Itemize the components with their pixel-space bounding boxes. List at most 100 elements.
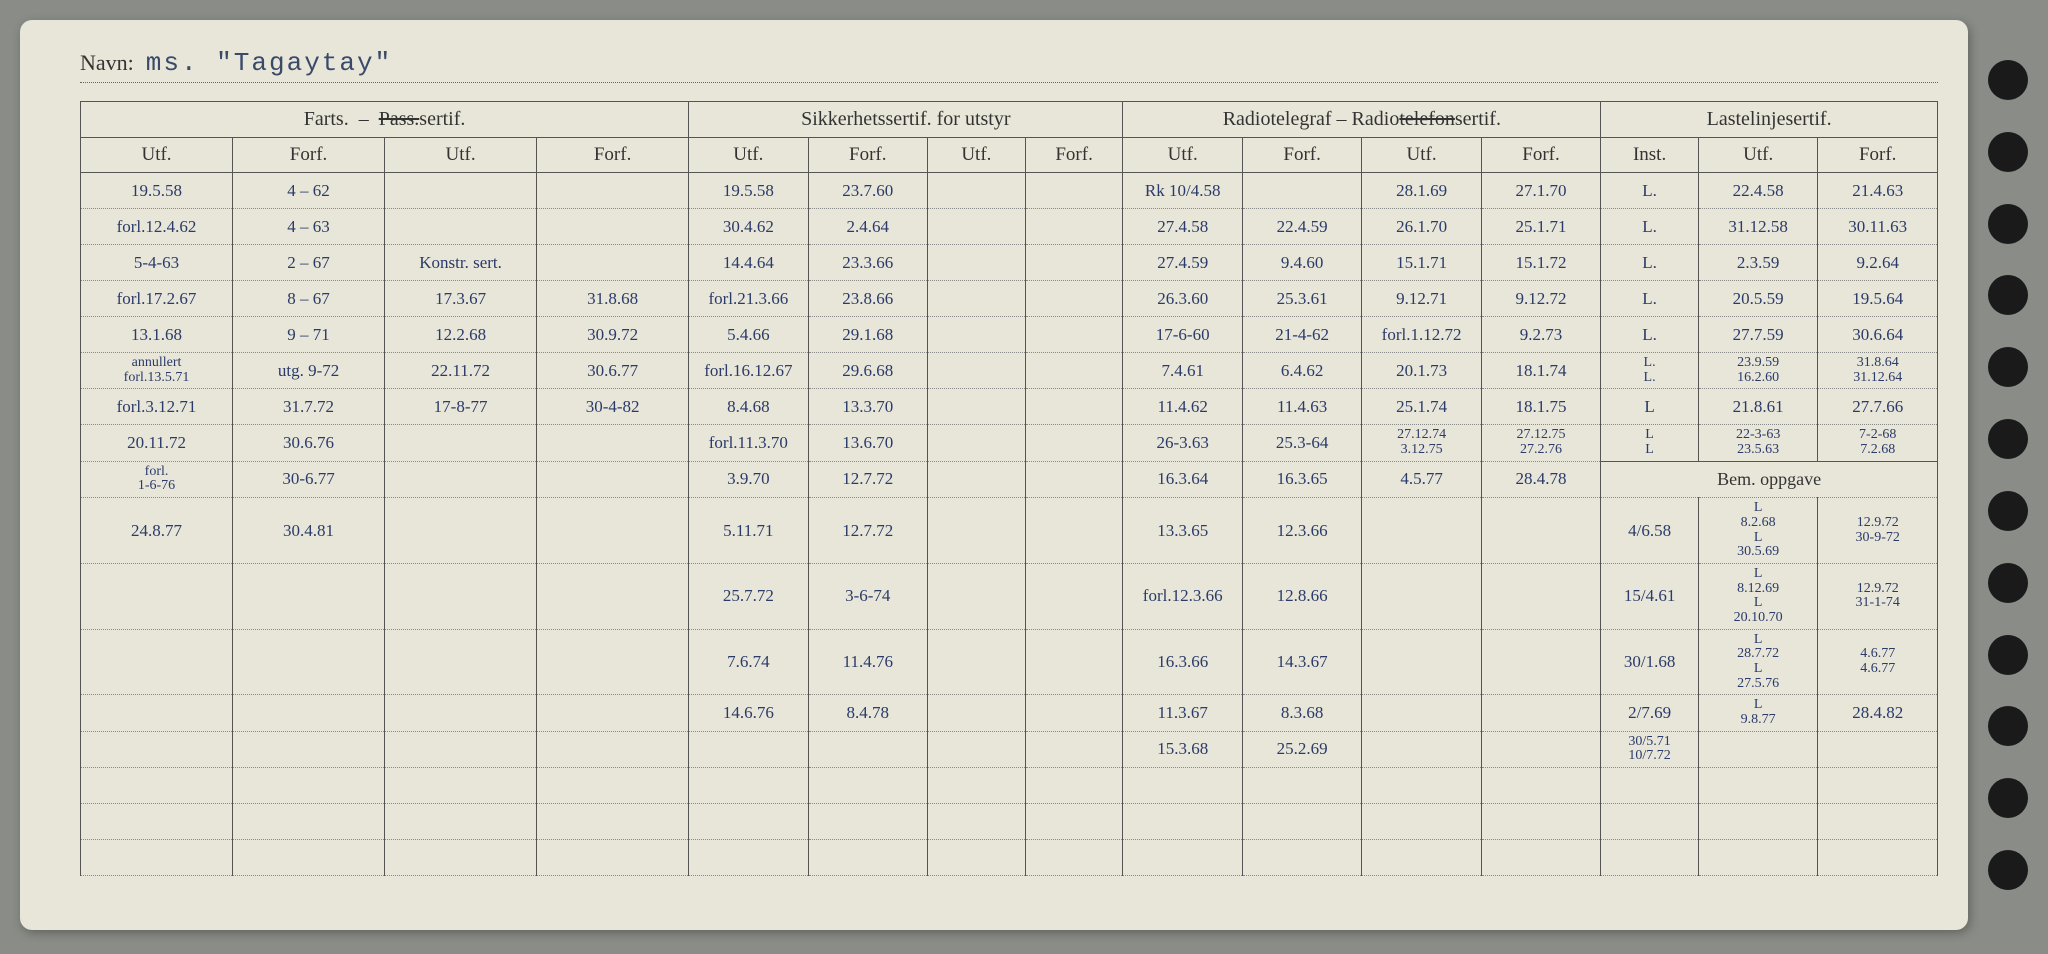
cell: 11.4.62 [1123, 389, 1242, 425]
hole-icon [1988, 347, 2028, 387]
cell [385, 209, 537, 245]
cell: 3.9.70 [689, 461, 808, 497]
cell: 19.5.58 [81, 173, 233, 209]
col-inst: Inst. [1601, 138, 1699, 173]
table-row: 25.7.723-6-74forl.12.3.6612.8.6615/4.61L… [81, 563, 1938, 629]
cell: 19.5.58 [689, 173, 808, 209]
cell: 4 – 62 [233, 173, 385, 209]
cell: 21.4.63 [1818, 173, 1938, 209]
cell [1362, 498, 1481, 564]
cell [1242, 804, 1361, 840]
record-card: Navn: ms. "Tagaytay" Farts. – Pass.serti… [20, 20, 1968, 930]
cell: 2.3.59 [1698, 245, 1817, 281]
cell: 23.3.66 [808, 245, 927, 281]
cell: 9.12.71 [1362, 281, 1481, 317]
table-row: 7.6.7411.4.7616.3.6614.3.6730/1.68L28.7.… [81, 629, 1938, 695]
col-utf: Utf. [385, 138, 537, 173]
cell: 7.6.74 [689, 629, 808, 695]
cell: 7-2-687.2.68 [1818, 425, 1938, 461]
cell: forl.21.3.66 [689, 281, 808, 317]
cell: 24.8.77 [81, 498, 233, 564]
cell [1025, 245, 1123, 281]
cell [233, 768, 385, 804]
cell: 17.3.67 [385, 281, 537, 317]
cell: 5.4.66 [689, 317, 808, 353]
cell: 8.3.68 [1242, 695, 1361, 731]
cell [1818, 840, 1938, 876]
cell [1481, 498, 1600, 564]
cell: 13.1.68 [81, 317, 233, 353]
hole-icon [1988, 275, 2028, 315]
cell: 30.6.64 [1818, 317, 1938, 353]
cell: 19.5.64 [1818, 281, 1938, 317]
cell [1481, 731, 1600, 767]
hole-icon [1988, 635, 2028, 675]
cell [689, 804, 808, 840]
cell [928, 425, 1026, 461]
cell: 8 – 67 [233, 281, 385, 317]
cell: forl.1-6-76 [81, 461, 233, 497]
col-utf: Utf. [81, 138, 233, 173]
cell [1601, 840, 1699, 876]
cell: 30/1.68 [1601, 629, 1699, 695]
cell: L. [1601, 245, 1699, 281]
cell: 12.8.66 [1242, 563, 1361, 629]
cell: 16.3.65 [1242, 461, 1361, 497]
cell: 30.4.62 [689, 209, 808, 245]
cell [233, 840, 385, 876]
cell: 9 – 71 [233, 317, 385, 353]
section-sikkerhet: Sikkerhetssertif. for utstyr [689, 102, 1123, 138]
cell: 28.4.78 [1481, 461, 1600, 497]
cell: 16.3.66 [1123, 629, 1242, 695]
cell [537, 498, 689, 564]
cell [1481, 804, 1600, 840]
cell: 12.9.7231-1-74 [1818, 563, 1938, 629]
cell: utg. 9-72 [233, 353, 385, 389]
cell: 25.1.74 [1362, 389, 1481, 425]
cell [385, 804, 537, 840]
section-farts: Farts. – Pass.sertif. [81, 102, 689, 138]
cell [808, 731, 927, 767]
cell [928, 695, 1026, 731]
cell [1481, 563, 1600, 629]
cell: 9.2.64 [1818, 245, 1938, 281]
cell [537, 173, 689, 209]
cell: forl.12.3.66 [1123, 563, 1242, 629]
cell [928, 804, 1026, 840]
cell: L [1601, 389, 1699, 425]
table-row: forl.12.4.624 – 6330.4.622.4.6427.4.5822… [81, 209, 1938, 245]
cell: 25.7.72 [689, 563, 808, 629]
cell: 27.1.70 [1481, 173, 1600, 209]
cell [385, 461, 537, 497]
cell: 20.5.59 [1698, 281, 1817, 317]
cell: 17-8-77 [385, 389, 537, 425]
cell: 4 – 63 [233, 209, 385, 245]
cell [1025, 317, 1123, 353]
cell [689, 768, 808, 804]
cell [1601, 804, 1699, 840]
cell: 6.4.62 [1242, 353, 1361, 389]
cell [1242, 768, 1361, 804]
cell: 27.7.59 [1698, 317, 1817, 353]
cell: forl.3.12.71 [81, 389, 233, 425]
cell: LL [1601, 425, 1699, 461]
cell [1362, 695, 1481, 731]
cell [1481, 629, 1600, 695]
cell: 17-6-60 [1123, 317, 1242, 353]
cell [1698, 768, 1817, 804]
cell: 29.1.68 [808, 317, 927, 353]
cell [233, 731, 385, 767]
cell: 22.11.72 [385, 353, 537, 389]
cell [1123, 804, 1242, 840]
cell: Konstr. sert. [385, 245, 537, 281]
cell [808, 768, 927, 804]
cell: 4.5.77 [1362, 461, 1481, 497]
cell: 13.6.70 [808, 425, 927, 461]
table-row [81, 804, 1938, 840]
cell [1025, 768, 1123, 804]
cell: Rk 10/4.58 [1123, 173, 1242, 209]
cell: 21.8.61 [1698, 389, 1817, 425]
col-forf: Forf. [1481, 138, 1600, 173]
cell [1025, 695, 1123, 731]
cell: 18.1.74 [1481, 353, 1600, 389]
